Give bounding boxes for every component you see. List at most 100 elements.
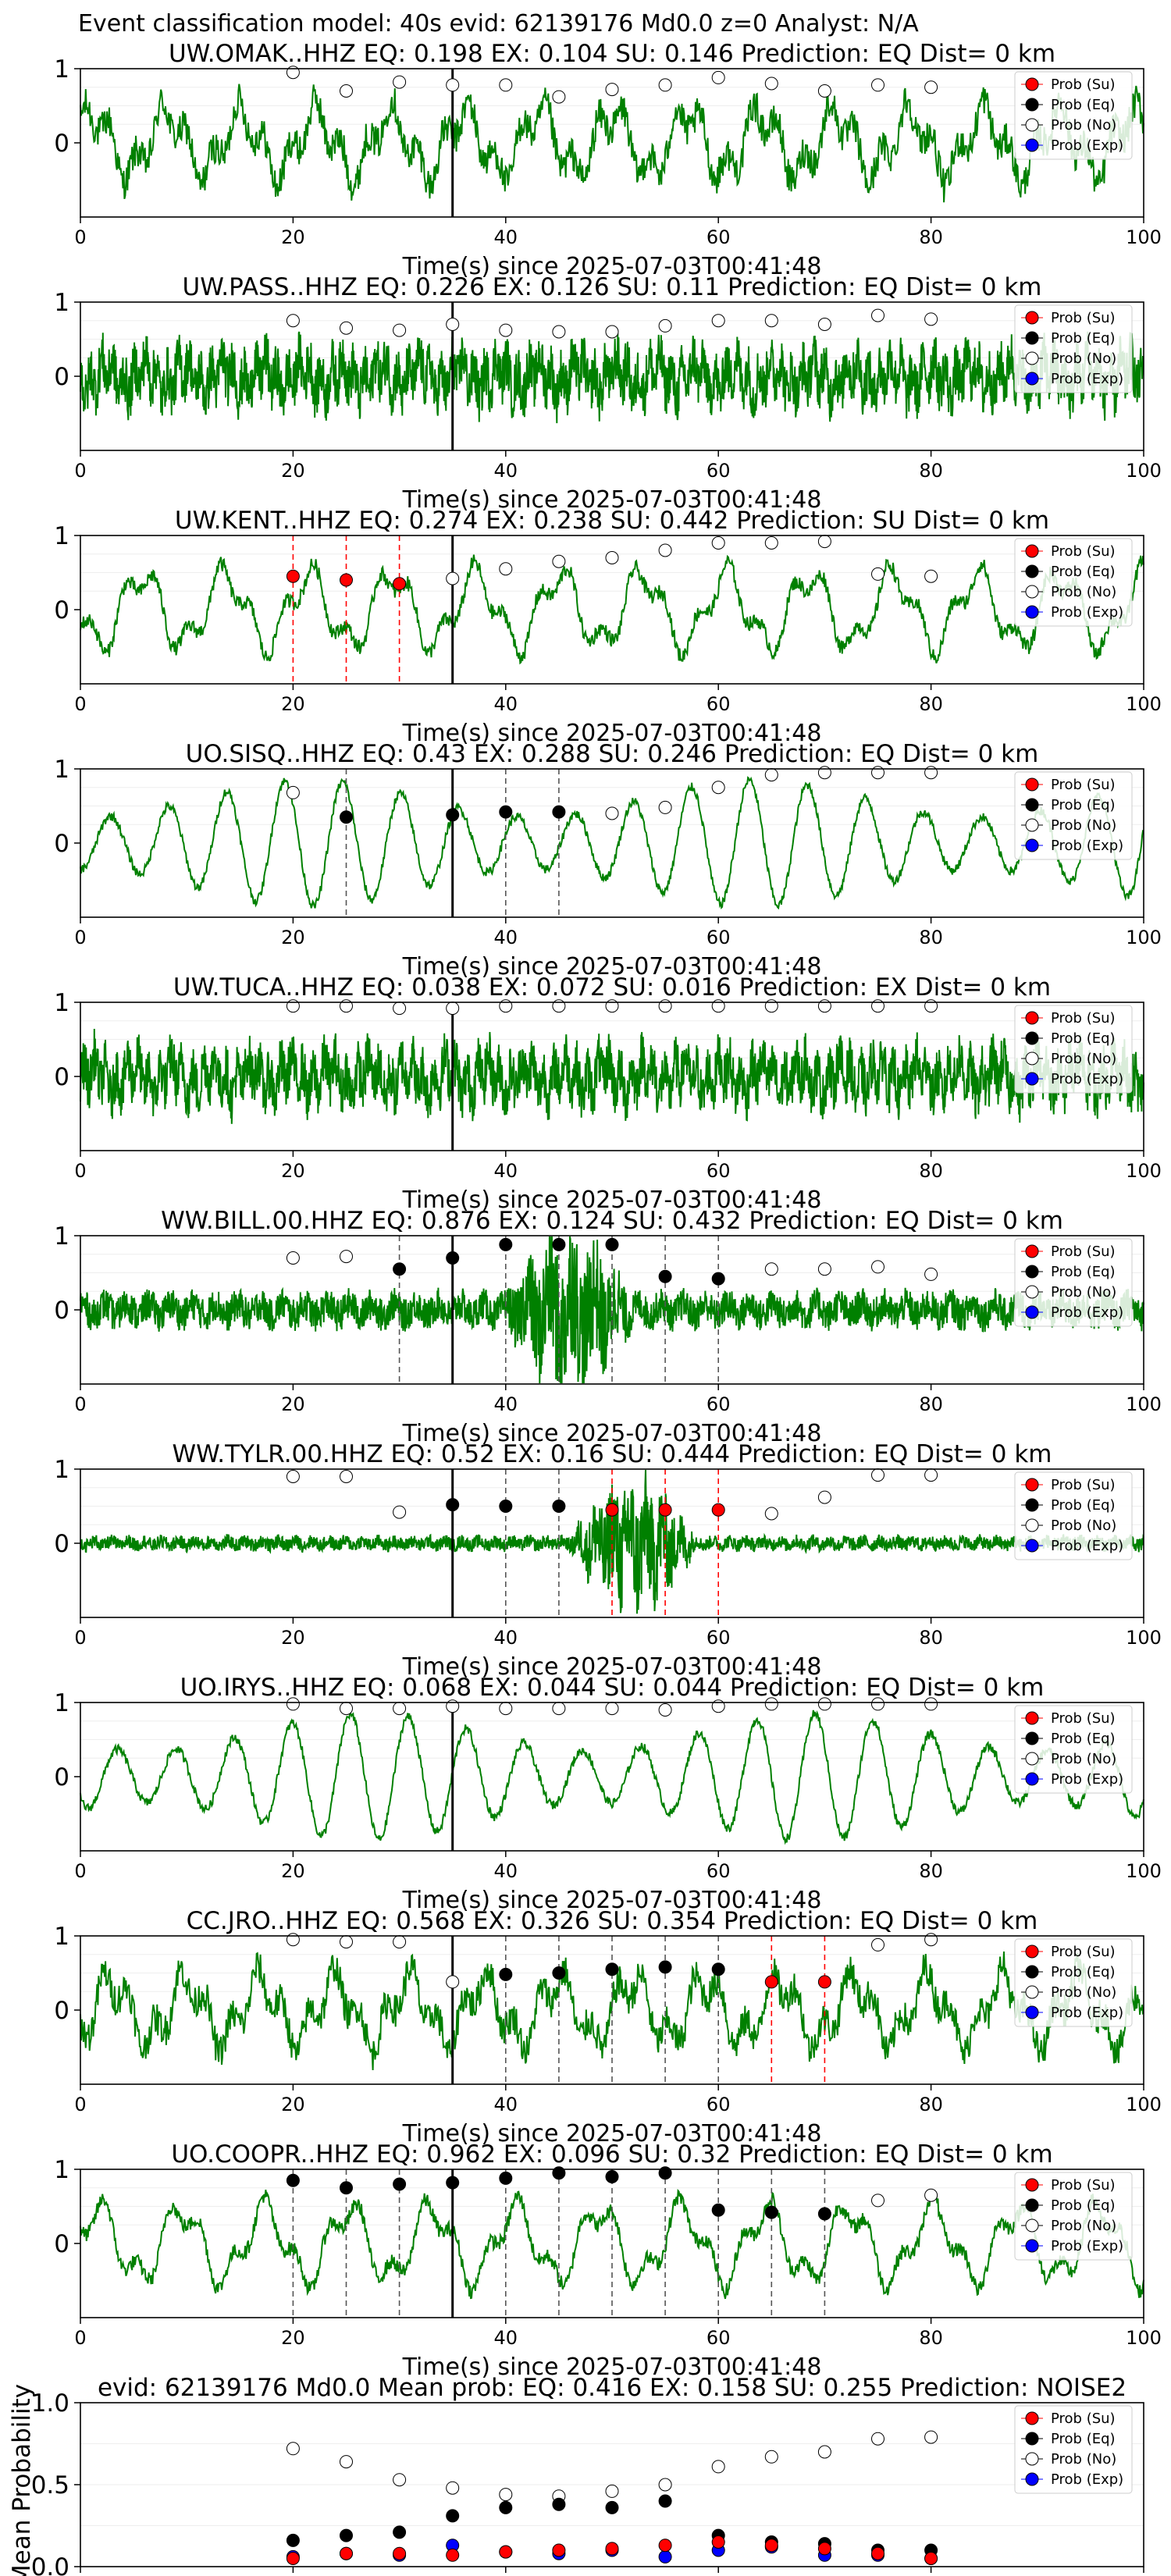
prob-marker-no [871,1260,884,1274]
legend-marker [1025,2218,1039,2233]
legend-marker [1025,138,1039,152]
station-panel: UW.PASS..HHZ EQ: 0.226 EX: 0.126 SU: 0.1… [54,273,1162,514]
panel-title: UO.SISQ..HHZ EQ: 0.43 EX: 0.288 SU: 0.24… [186,740,1039,768]
prob-marker-no [924,2188,938,2202]
legend-marker [1025,1072,1039,1086]
x-tick-label: 100 [1126,1860,1162,1882]
waveform-trace [80,1469,1144,1614]
x-tick-label: 20 [281,693,305,715]
y-tick-label: 1 [54,1923,69,1951]
mean-prob-point-no [286,2442,300,2456]
prob-marker-eq [286,2173,300,2187]
panel-title: UW.PASS..HHZ EQ: 0.226 EX: 0.126 SU: 0.1… [183,273,1042,301]
prob-marker-no [924,1933,938,1947]
x-tick-label: 60 [707,1393,731,1415]
legend-label: Prob (No) [1051,584,1116,600]
legend-label: Prob (Exp) [1051,2238,1123,2254]
prob-marker-eq [499,2171,513,2185]
x-tick-label: 0 [74,2327,86,2349]
prob-marker-no [764,536,778,550]
waveform-trace [80,331,1144,424]
prob-marker-no [499,999,513,1013]
legend-label: Prob (Exp) [1051,371,1123,387]
prob-marker-eq [658,1269,672,1283]
prob-marker-no [552,999,566,1013]
prob-marker-no [817,535,831,549]
prob-marker-no [393,1002,407,1016]
prob-marker-no [393,1505,407,1519]
mean-prob-point-su [393,2546,407,2560]
prob-marker-eq [552,805,566,819]
legend-label: Prob (Eq) [1051,1264,1116,1280]
legend-marker [1025,1265,1039,1279]
prob-marker-no [286,785,300,799]
y-tick-label: 0 [54,363,69,391]
x-tick-label: 100 [1126,1627,1162,1649]
prob-marker-no [552,554,566,568]
x-tick-label: 0 [74,1393,86,1415]
legend-marker [1025,2005,1039,2019]
prob-marker-no [393,1935,407,1949]
x-tick-label: 0 [74,693,86,715]
mean-prob-point-su [340,2546,353,2560]
x-tick-label: 80 [919,1160,943,1182]
legend [1014,1471,1133,1560]
y-tick-label: 0 [54,2230,69,2258]
legend-marker [1025,605,1039,619]
prob-marker-no [658,318,672,333]
legend-label: Prob (Eq) [1051,97,1116,113]
legend-marker [1025,118,1039,132]
x-tick-label: 60 [707,2327,731,2349]
mean-prob-point-no [658,2478,672,2492]
x-axis-label: Time(s) since 2025-07-03T00:41:48 [402,953,822,980]
x-tick-label: 80 [919,226,943,248]
prob-marker-no [446,1002,460,1016]
prob-marker-no [924,999,938,1013]
legend-marker [1025,331,1039,345]
station-panel: UO.COOPR..HHZ EQ: 0.962 EX: 0.096 SU: 0.… [54,2140,1162,2381]
waveform-trace [80,1710,1144,1845]
prob-marker-no [446,571,460,585]
panel-title: UW.KENT..HHZ EQ: 0.274 EX: 0.238 SU: 0.4… [175,507,1049,535]
prob-marker-no [340,321,353,335]
legend-marker [1025,1539,1039,1553]
legend-label: Prob (No) [1051,1517,1116,1534]
legend-label: Prob (Exp) [1051,2471,1123,2488]
prob-marker-no [499,562,513,576]
legend-label: Prob (Eq) [1051,564,1116,580]
mean-prob-point-no [605,2484,619,2498]
legend-marker [1025,1985,1039,1999]
mean-prob-point-eq [446,2509,460,2523]
x-tick-label: 0 [74,460,86,482]
x-tick-label: 100 [1126,1393,1162,1415]
x-tick-label: 40 [494,2094,518,2115]
legend-marker [1025,1498,1039,1512]
prob-marker-no [817,84,831,98]
panel-title: CC.JRO..HHZ EQ: 0.568 EX: 0.326 SU: 0.35… [187,1907,1038,1935]
x-tick-label: 80 [919,2094,943,2115]
y-tick-label: 1 [54,1222,69,1251]
prob-marker-no [340,1702,353,1716]
prob-marker-eq [605,2170,619,2183]
x-tick-label: 40 [494,460,518,482]
legend-marker [1025,1752,1039,1766]
prob-marker-no [711,70,725,84]
legend-marker [1025,1285,1039,1299]
x-tick-label: 60 [707,1860,731,1882]
prob-marker-no [924,1468,938,1482]
legend-marker [1025,1772,1039,1786]
prob-marker-no [817,318,831,331]
prob-marker-eq [499,805,513,819]
mean-prob-point-no [711,2460,725,2474]
waveform-trace [80,1028,1144,1124]
legend-label: Prob (No) [1051,1051,1116,1067]
prob-marker-no [286,1697,300,1711]
legend-label: Prob (Eq) [1051,330,1116,347]
legend-marker [1025,2472,1039,2486]
prob-marker-no [658,999,672,1013]
legend-label: Prob (No) [1051,2218,1116,2234]
legend [1014,1938,1133,2027]
legend [1014,2172,1133,2261]
legend-marker [1025,77,1039,91]
prob-marker-no [340,84,353,98]
